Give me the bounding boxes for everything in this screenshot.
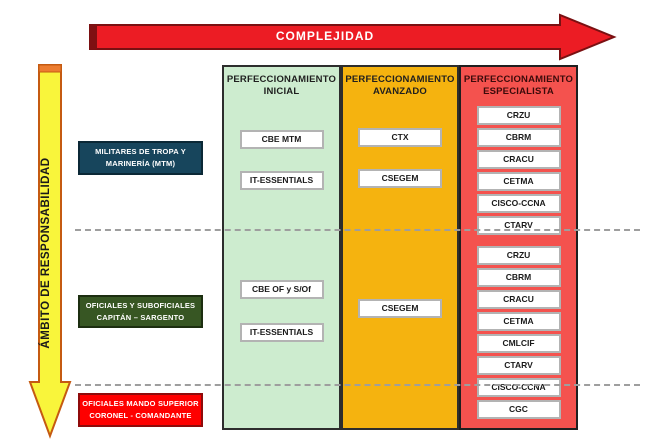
column-inicial: PERFECCIONAMIENTO INICIAL CBE MTM IT-ESSE…: [222, 65, 341, 430]
course-box: CRZU: [476, 246, 561, 265]
course-box: CISCO-CCNA: [476, 378, 561, 397]
courses-inicial-oficiales: CBE OF y S/Of IT-ESSENTIALS: [224, 280, 339, 342]
complexity-arrow-label: COMPLEJIDAD: [275, 29, 375, 43]
band-divider-2: [75, 384, 640, 386]
course-box: CBRM: [476, 268, 561, 287]
column-header-avanzado: PERFECCIONAMIENTO AVANZADO: [345, 74, 455, 98]
course-box: CETMA: [476, 172, 561, 191]
course-box: CTARV: [476, 356, 561, 375]
courses-avanzado-mtm: CTX CSEGEM: [343, 128, 457, 188]
course-box: CGC: [476, 400, 561, 419]
course-box: IT-ESSENTIALS: [239, 171, 324, 190]
column-header-inicial: PERFECCIONAMIENTO INICIAL: [226, 74, 337, 98]
courses-especialista-superior: CGC: [461, 400, 576, 419]
courses-especialista-oficiales: CRZU CBRM CRACU CETMA CMLCIF CTARV CISCO-CCNA: [461, 246, 576, 397]
band-divider-1: [75, 229, 640, 231]
course-box: CRACU: [476, 290, 561, 309]
course-box: IT-ESSENTIALS: [239, 323, 324, 342]
column-especialista: PERFECCIONAMIENTO ESPECIALISTA CRZU CBRM C…: [459, 65, 578, 430]
band-label-mtm: MILITARES DE TROPA Y MARINERÍA (MTM): [78, 141, 203, 175]
course-box: CTX: [358, 128, 442, 147]
course-box: CETMA: [476, 312, 561, 331]
course-box: CTARV: [476, 216, 561, 235]
complexity-arrow-shape: [89, 13, 617, 61]
course-box: CBE OF y S/Of: [239, 280, 324, 299]
course-box: CSEGEM: [358, 299, 442, 318]
column-header-especialista: PERFECCIONAMIENTO ESPECIALISTA: [463, 74, 574, 98]
complexity-arrow-cap: [90, 25, 97, 49]
course-box: CBE MTM: [239, 130, 324, 149]
course-box: CISCO-CCNA: [476, 194, 561, 213]
responsibility-arrow-shape: [28, 64, 72, 439]
band-label-superior: OFICIALES MANDO SUPERIOR CORONEL - COMAN…: [78, 393, 203, 427]
band-label-oficiales: OFICIALES Y SUBOFICIALES CAPITÁN – SARGE…: [78, 295, 203, 328]
column-avanzado: PERFECCIONAMIENTO AVANZADO CTX CSEGEM CSE…: [341, 65, 459, 430]
course-box: CSEGEM: [358, 169, 442, 188]
courses-avanzado-oficiales: CSEGEM: [343, 299, 457, 318]
course-box: CRACU: [476, 150, 561, 169]
responsibility-arrow-cap: [38, 64, 62, 73]
responsibility-arrow: [28, 64, 72, 439]
complexity-arrow: [89, 13, 617, 61]
course-box: CRZU: [476, 106, 561, 125]
courses-inicial-mtm: CBE MTM IT-ESSENTIALS: [224, 130, 339, 190]
course-box: CMLCIF: [476, 334, 561, 353]
courses-especialista-mtm: CRZU CBRM CRACU CETMA CISCO-CCNA CTARV: [461, 106, 576, 235]
course-box: CBRM: [476, 128, 561, 147]
responsibility-arrow-label: ÁMBITO DE RESPONSABILIDAD: [40, 157, 52, 349]
